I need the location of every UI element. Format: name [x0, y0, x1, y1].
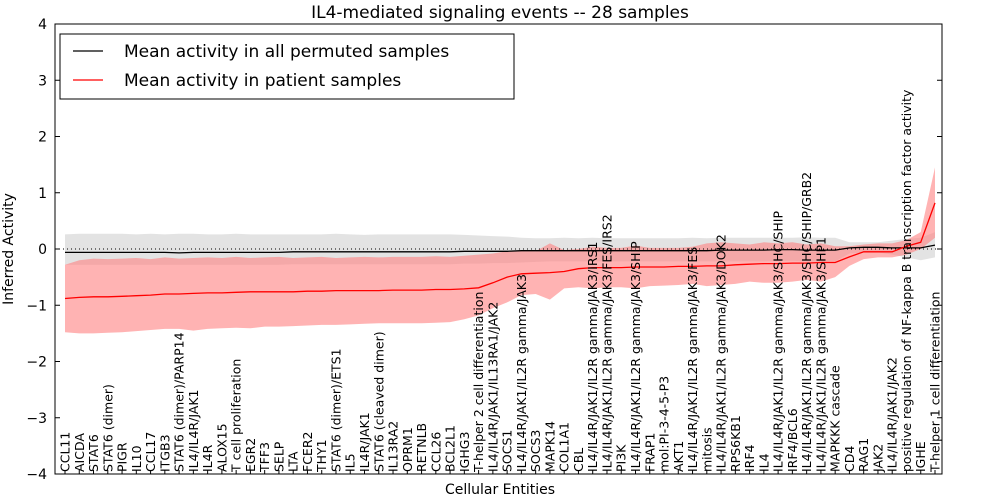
x-tick-label: IL4/IL4R/JAK1/IL2R gamma/JAK3/IRS1	[585, 242, 600, 472]
x-tick-label: ITGB3	[157, 434, 172, 472]
x-tick-label: SELP	[271, 441, 286, 472]
x-tick-label: STAT6 (dimer)/PARP14	[172, 332, 187, 472]
legend: Mean activity in all permuted samples Me…	[59, 33, 515, 100]
x-tick-label: IL4	[756, 453, 771, 472]
x-tick-label: IL4/IL4R/JAK1/IL2R gamma/JAK3/SHC/SHIP	[771, 211, 786, 472]
x-tick-label: IL4/IL4R/JAK1/IL2R gamma/JAK3/FES	[685, 247, 700, 472]
x-tick-label: IL4/IL4R/JAK1/IL2R gamma/JAK3/SHC/SHIP/G…	[799, 172, 814, 472]
x-tick-label: T-helper 1 cell differentiation	[928, 292, 943, 473]
x-tick-label: SOCS3	[528, 430, 543, 472]
y-tick-label: −1	[26, 298, 47, 314]
x-tick-label: CBL	[571, 448, 586, 472]
x-tick-label: T cell proliferation	[229, 359, 244, 473]
x-tick-label: TFF3	[257, 442, 272, 473]
x-tick-label: IL4/IL4R/JAK1/JAK2	[885, 357, 900, 472]
x-tick-label: IGHE	[913, 441, 928, 472]
x-tick-label: IL10	[129, 445, 144, 472]
x-tick-label: SOCS1	[500, 430, 515, 472]
x-tick-label: CCL26	[428, 432, 443, 472]
x-tick-label: IL4R/JAK1	[357, 412, 372, 472]
x-tick-label: IL4/IL4R/JAK1/IL2R gamma/JAK3/SHIP	[628, 241, 643, 472]
x-tick-label: IL4/IL4R/JAK1/IL2R gamma/JAK3/DOK2	[714, 234, 729, 472]
x-tick-label: PIGR	[115, 442, 130, 472]
y-tick-label: −3	[26, 411, 47, 427]
x-tick-label: IL4/IL4R/JAK1	[186, 390, 201, 472]
x-tick-label: mol:PI-3-4-5-P3	[657, 376, 672, 472]
x-tick-label: BCL2L1	[443, 425, 458, 472]
x-tick-label: LTA	[286, 451, 301, 472]
x-tick-label: IGHG3	[457, 432, 472, 472]
legend-label-permuted: Mean activity in all permuted samples	[124, 42, 449, 62]
x-tick-label: STAT6	[86, 434, 101, 472]
legend-box	[59, 33, 515, 100]
x-tick-label: RETNLB	[414, 423, 429, 472]
x-tick-label: CCL11	[58, 432, 73, 472]
legend-label-patient: Mean activity in patient samples	[124, 71, 401, 91]
chart-title: IL4-mediated signaling events -- 28 samp…	[311, 3, 689, 23]
x-tick-label: THY1	[314, 439, 329, 473]
x-tick-label: PI3K	[614, 444, 629, 472]
x-tick-label: JAK2	[871, 444, 886, 473]
x-tick-label: IL5	[343, 453, 358, 472]
y-axis-label: Inferred Activity	[1, 193, 17, 305]
x-tick-label: STAT6 (dimer)	[100, 384, 115, 472]
x-tick-label: IL4/IL4R/JAK1/IL2R gamma/JAK3/SHP1	[813, 237, 828, 472]
x-tick-label: T-helper 2 cell differentiation	[471, 292, 486, 473]
x-tick-label: RAG1	[856, 438, 871, 472]
x-tick-label: IL4/IL4R/JAK1/IL13RA1/JAK2	[485, 302, 500, 472]
x-tick-label: ALOX15	[214, 423, 229, 472]
x-tick-label: FRAP1	[642, 433, 657, 472]
x-tick-label: STAT6 (cleaved dimer)	[371, 331, 386, 472]
permuted-mean-line	[65, 244, 936, 254]
y-tick-label: −2	[26, 355, 47, 371]
y-tick-label: 4	[38, 17, 47, 33]
y-tick-label: 0	[38, 242, 47, 258]
x-tick-label: RPS6KB1	[728, 415, 743, 472]
x-tick-label: MAPK14	[542, 421, 557, 472]
x-tick-label: IL4R	[200, 444, 215, 472]
x-tick-label: IL4/IL4R/JAK1/IL2R gamma/JAK3	[514, 274, 529, 472]
x-tick-label: COL1A1	[557, 422, 572, 472]
y-tick-label: −4	[26, 467, 47, 483]
x-tick-label: mitosis	[699, 427, 714, 472]
y-tick-label: 2	[38, 130, 47, 146]
x-tick-label: CCL17	[143, 432, 158, 472]
patient-mean-line	[64, 202, 936, 300]
x-tick-label: AKT1	[671, 441, 686, 472]
y-tick-label: 3	[38, 73, 47, 89]
x-tick-label: EGR2	[243, 438, 258, 472]
x-tick-label: IRF4/BCL6	[785, 408, 800, 472]
x-tick-label: IL4/IL4R/JAK1/IL2R gamma/JAK3/FES/IRS2	[600, 214, 615, 472]
x-tick-label: AICDA	[72, 433, 87, 472]
x-tick-label: IL13RA2	[386, 421, 401, 472]
x-tick-label: CD4	[842, 446, 857, 472]
x-axis-label: Cellular Entities	[445, 482, 555, 498]
x-tick-label: STAT6 (dimer)/ETS1	[329, 348, 344, 472]
x-tick-label: IRF4	[742, 444, 757, 472]
x-tick-label: FCER2	[300, 432, 315, 472]
x-tick-label: MAPKKK cascade	[828, 365, 843, 472]
y-tick-label: 1	[38, 186, 47, 202]
x-tick-label: positive regulation of NF-kappa B transc…	[899, 89, 914, 472]
plot-frame	[54, 23, 943, 475]
x-tick-label: OPRM1	[400, 427, 415, 472]
